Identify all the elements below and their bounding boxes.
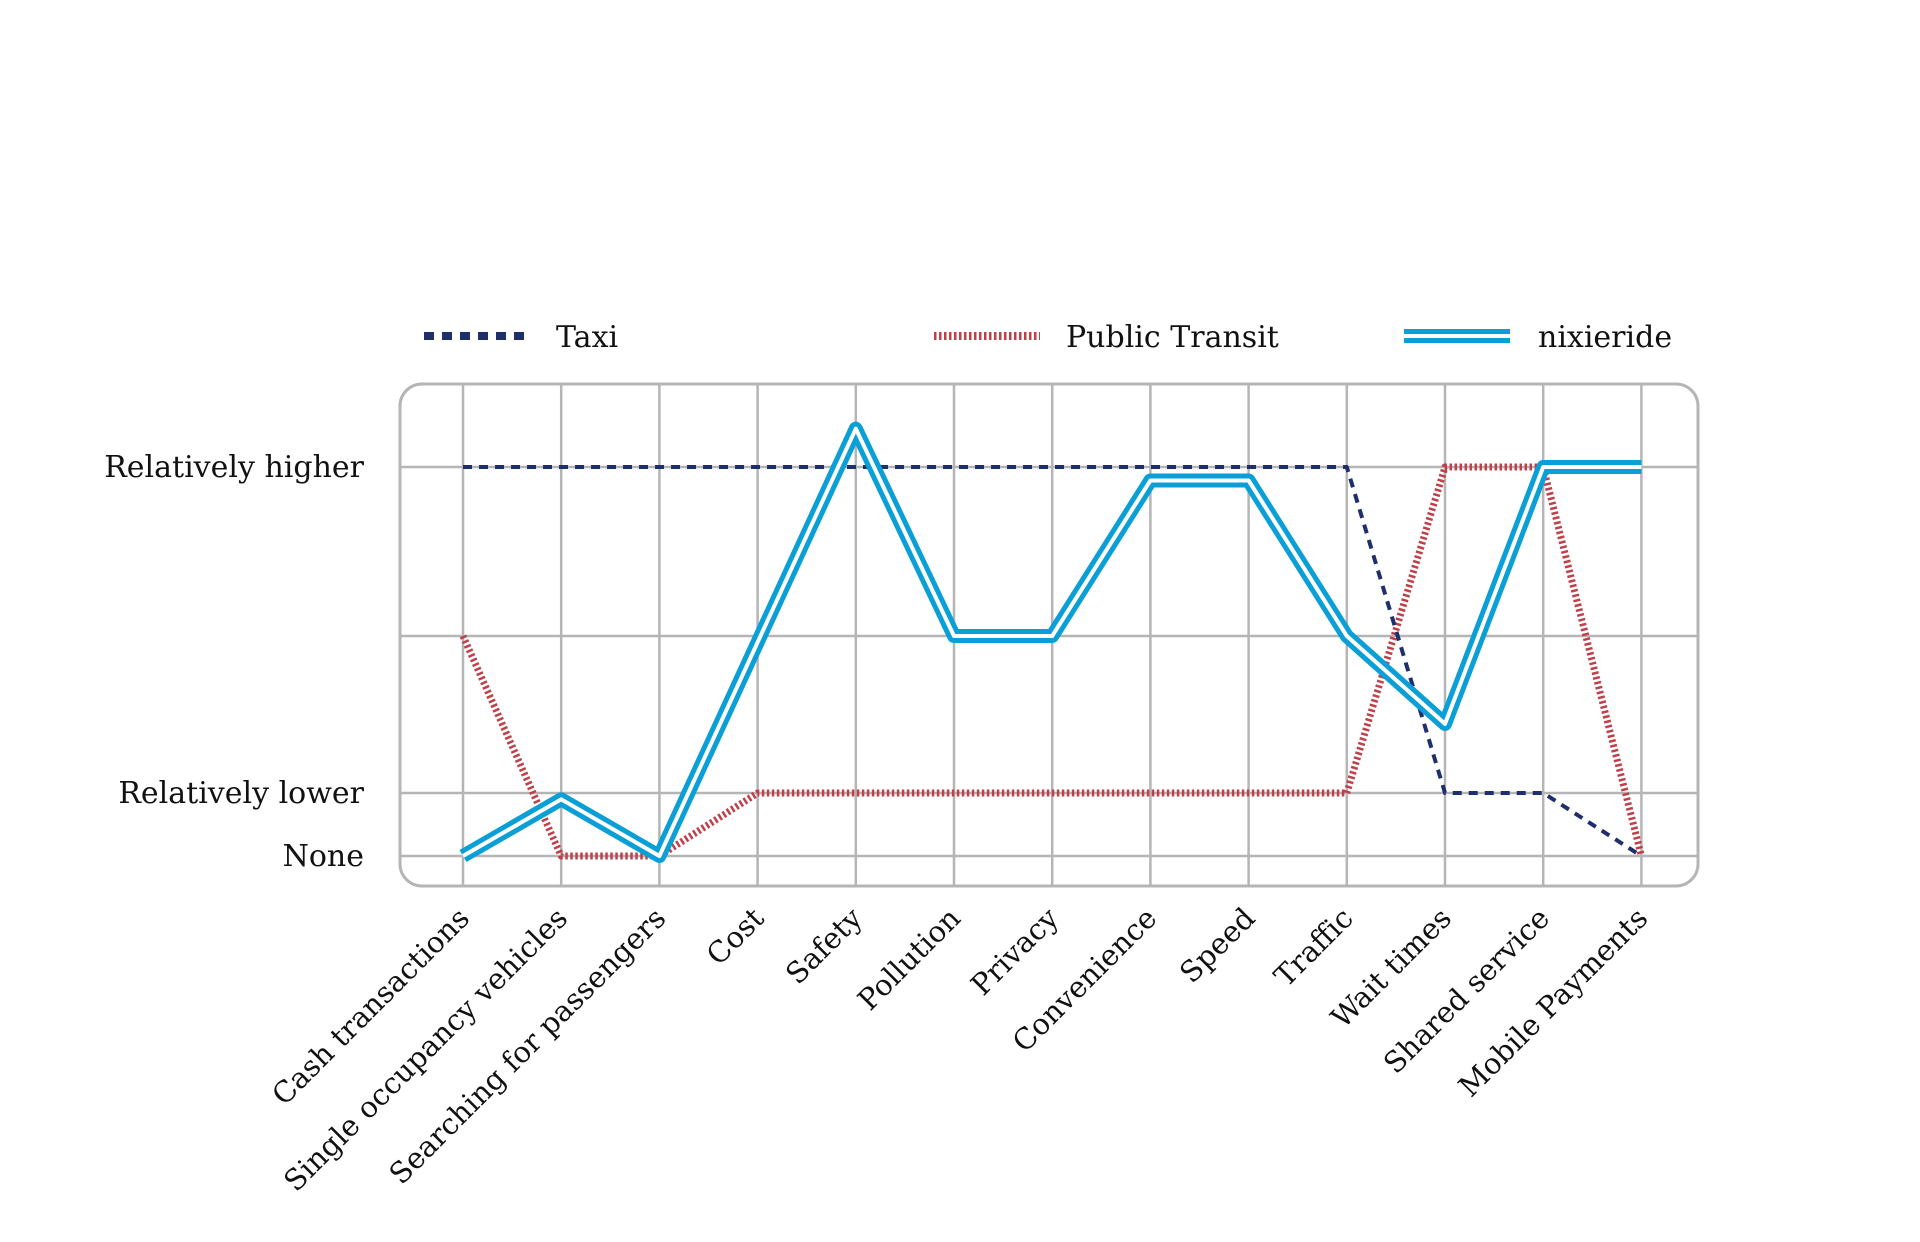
y-tick-label: Relatively lower bbox=[118, 776, 364, 811]
series-line-nixieride-inner bbox=[461, 426, 1642, 858]
series-line-public-transit bbox=[459, 463, 1645, 860]
legend: Taxi Public Transit nixieride bbox=[424, 320, 1672, 355]
series-line-taxi bbox=[463, 465, 1643, 858]
series-lines bbox=[459, 421, 1645, 863]
y-tick-label: Relatively higher bbox=[104, 450, 364, 485]
y-tick-label: None bbox=[283, 839, 364, 874]
x-tick-label: Traffic bbox=[1267, 901, 1359, 993]
x-tick-label: Privacy bbox=[964, 900, 1066, 1002]
x-tick-label: Pollution bbox=[851, 901, 967, 1017]
series-taxi bbox=[463, 465, 1643, 858]
x-tick-label: Safety bbox=[779, 900, 869, 990]
y-axis-tick-labels: None Relatively lower Relatively higher bbox=[104, 450, 364, 874]
x-tick-label: Shared service bbox=[1377, 901, 1556, 1080]
series-nixieride bbox=[459, 421, 1642, 863]
legend-label: Public Transit bbox=[1066, 320, 1279, 355]
x-tick-label: Mobile Payments bbox=[1452, 901, 1655, 1104]
legend-item: Public Transit bbox=[934, 320, 1279, 355]
legend-label: nixieride bbox=[1538, 320, 1672, 355]
x-tick-label: Cost bbox=[700, 901, 771, 972]
series-public-transit bbox=[459, 463, 1645, 860]
legend-item: Taxi bbox=[424, 320, 618, 355]
legend-item: nixieride bbox=[1404, 320, 1672, 355]
legend-label: Taxi bbox=[556, 320, 618, 355]
x-tick-label: Speed bbox=[1173, 901, 1262, 990]
